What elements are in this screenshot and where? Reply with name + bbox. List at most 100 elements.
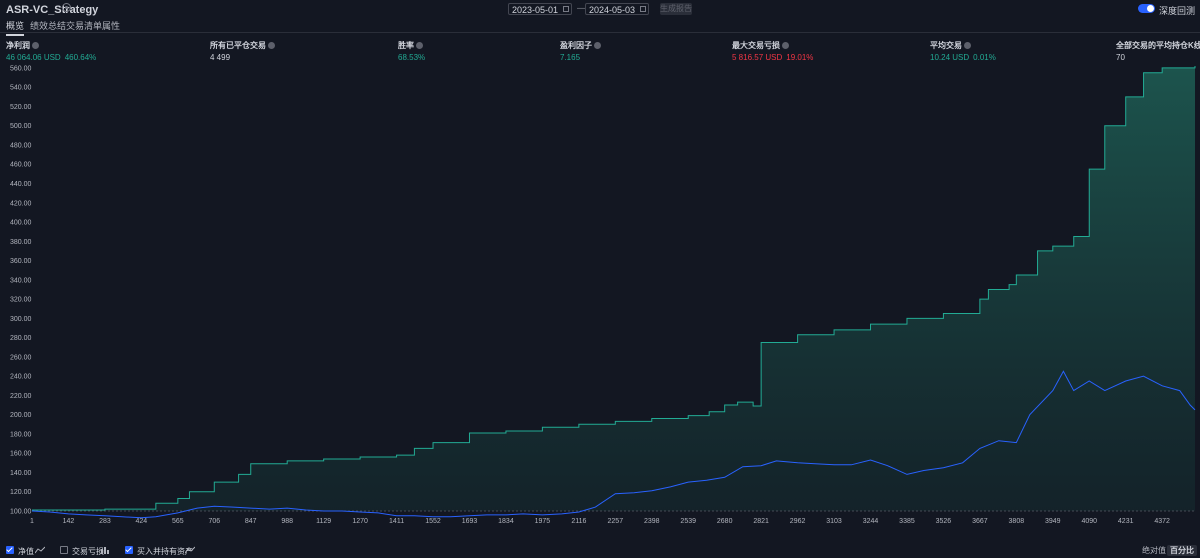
y-tick-label: 200.00 [10, 412, 32, 419]
bar-chart-icon [101, 547, 109, 554]
deep-backtest-toggle[interactable] [1138, 4, 1155, 13]
x-tick-label: 1270 [352, 518, 368, 525]
y-tick-label: 320.00 [10, 297, 32, 304]
x-tick-label: 3103 [826, 518, 842, 525]
line-chart-icon [185, 546, 195, 554]
y-tick-label: 560.00 [10, 65, 32, 72]
metric-win-rate: 胜率 68.53% [398, 40, 425, 62]
date-from-value: 2023-05-01 [512, 5, 559, 15]
x-tick-label: 988 [281, 518, 293, 525]
x-tick-label: 1129 [316, 518, 331, 525]
y-tick-label: 520.00 [10, 104, 32, 111]
x-tick-label: 4372 [1154, 518, 1170, 525]
info-icon[interactable] [594, 42, 601, 50]
metric-value: 68.53% [398, 53, 426, 62]
x-tick-label: 2539 [680, 518, 696, 525]
y-tick-label: 260.00 [10, 354, 32, 361]
metric-value: 70 [1116, 53, 1125, 62]
y-tick-label: 500.00 [10, 123, 32, 130]
buy-hold-checkbox[interactable] [125, 546, 133, 554]
x-tick-label: 3808 [1009, 518, 1025, 525]
line-chart-icon [35, 546, 45, 554]
metric-avg-trade: 平均交易 10.24 USD 0.01% [930, 40, 996, 62]
date-to-value: 2024-05-03 [589, 5, 636, 15]
tab-overview[interactable]: 概览 [6, 19, 25, 36]
metric-value: 10.24 USD [930, 53, 970, 62]
tab-trade-list[interactable]: 交易清单 [66, 21, 103, 31]
x-tick-label: 2821 [753, 518, 769, 525]
plot-area [31, 66, 1196, 519]
y-tick-label: 420.00 [10, 200, 32, 207]
metric-profit-factor: 盈利因子 7.165 [560, 40, 601, 62]
mode-percent-button[interactable]: 百分比 [1167, 545, 1197, 556]
metric-sub: 19.01% [786, 53, 814, 62]
metric-value: 4 499 [210, 53, 231, 62]
mode-absolute-button[interactable]: 绝对值 [1142, 546, 1166, 555]
metric-label: 平均交易 [930, 41, 962, 50]
x-tick-label: 2680 [717, 518, 733, 525]
y-tick-label: 460.00 [10, 162, 32, 169]
equity-checkbox[interactable] [6, 546, 14, 554]
y-tick-label: 440.00 [10, 181, 32, 188]
tab-bar: 概览 绩效总结 交易清单 属性 [0, 18, 1200, 36]
x-tick-label: 565 [172, 518, 184, 525]
info-icon[interactable] [268, 42, 275, 50]
calendar-icon[interactable] [640, 6, 646, 12]
y-tick-label: 220.00 [10, 393, 32, 400]
metric-label: 胜率 [398, 41, 414, 50]
x-tick-label: 3949 [1045, 518, 1061, 525]
x-axis: 1 142 283 424 565 706 847 988 1129 1270 1411 1552 16… [30, 518, 1170, 525]
info-icon[interactable] [964, 42, 971, 50]
x-tick-label: 706 [208, 518, 220, 525]
info-icon[interactable] [782, 42, 789, 50]
top-bar: ASR-VC_Strategy 2023-05-01 — 2024-05-03 … [0, 0, 1200, 18]
x-tick-label: 1834 [498, 518, 514, 525]
deep-backtest-label: 深度回测 [1159, 6, 1196, 16]
metric-net-profit: 净利润 46 064.06 USD 460.64% [6, 40, 96, 62]
strategy-title: ASR-VC_Strategy [6, 4, 99, 16]
metric-label: 所有已平仓交易 [210, 41, 266, 50]
legend-buy-hold-label: 买入并持有资产 [137, 547, 193, 556]
x-tick-label: 424 [136, 518, 148, 525]
info-icon[interactable] [32, 42, 39, 50]
x-tick-label: 1411 [389, 518, 404, 525]
x-tick-label: 3526 [936, 518, 952, 525]
y-tick-label: 480.00 [10, 142, 32, 149]
x-tick-label: 1552 [425, 518, 441, 525]
metric-closed-trades: 所有已平仓交易 4 499 [210, 40, 275, 62]
x-tick-label: 3667 [972, 518, 988, 525]
x-tick-label: 1975 [535, 518, 551, 525]
generate-report-button[interactable]: 生成报告 [660, 3, 692, 15]
x-tick-label: 2257 [608, 518, 624, 525]
legend-bar: 净值 交易亏损 买入并持有资产 绝对值 百分比 [0, 544, 1200, 558]
y-tick-label: 180.00 [10, 431, 32, 438]
x-tick-label: 142 [63, 518, 75, 525]
metric-max-drawdown: 最大交易亏损 5 816.57 USD 19.01% [732, 40, 813, 62]
legend-equity-label: 净值 [18, 547, 34, 556]
x-tick-label: 1693 [462, 518, 478, 525]
y-tick-label: 340.00 [10, 277, 32, 284]
x-tick-label: 847 [245, 518, 257, 525]
settings-icon[interactable] [62, 3, 71, 12]
tab-properties[interactable]: 属性 [102, 21, 121, 31]
metric-label: 最大交易亏损 [732, 41, 780, 50]
y-tick-label: 380.00 [10, 239, 32, 246]
equity-chart[interactable]: 560.00 540.00 520.00 500.00 480.00 460.00 440.… [0, 58, 1200, 544]
metric-label: 全部交易的平均持仓K线数 [1116, 41, 1200, 50]
x-tick-label: 2116 [571, 518, 586, 525]
info-icon[interactable] [416, 42, 423, 50]
x-tick-label: 2398 [644, 518, 660, 525]
date-from-input[interactable]: 2023-05-01 [508, 3, 572, 15]
metric-sub: 460.64% [64, 53, 97, 62]
date-to-input[interactable]: 2024-05-03 [585, 3, 649, 15]
y-tick-label: 400.00 [10, 220, 32, 227]
tab-performance[interactable]: 绩效总结 [30, 21, 67, 31]
y-tick-label: 120.00 [10, 489, 32, 496]
metric-avg-bars: 全部交易的平均持仓K线数 70 [1116, 40, 1200, 62]
metric-value: 7.165 [560, 53, 581, 62]
calendar-icon[interactable] [563, 6, 569, 12]
metric-label: 净利润 [6, 41, 30, 50]
equity-area [32, 66, 1195, 511]
drawdown-checkbox[interactable] [60, 546, 68, 554]
y-tick-label: 360.00 [10, 258, 32, 265]
